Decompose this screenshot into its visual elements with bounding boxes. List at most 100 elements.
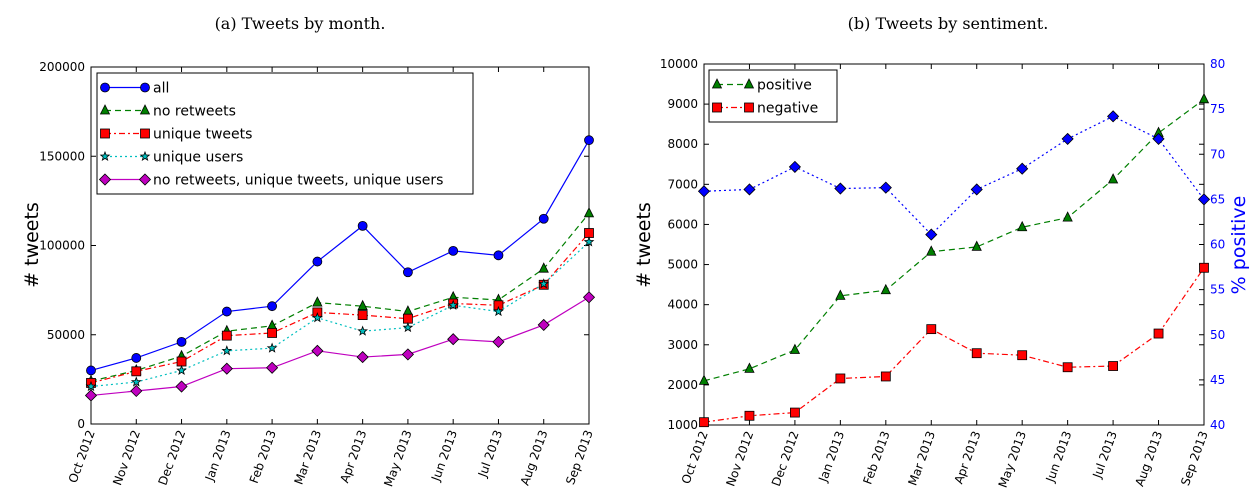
data-point — [447, 333, 460, 346]
y-right-tick-label: 60 — [1210, 238, 1225, 252]
data-point — [312, 256, 323, 267]
data-point — [356, 350, 369, 364]
data-point — [401, 348, 414, 361]
legend-marker — [140, 128, 150, 139]
y-tick-label: 7000 — [667, 177, 698, 191]
data-point — [584, 228, 594, 238]
legend-marker — [711, 78, 723, 89]
legend-label: unique users — [153, 150, 243, 166]
data-point — [537, 318, 550, 331]
legend — [708, 69, 838, 123]
x-tick-label: Jul 2013 — [475, 428, 505, 480]
data-point — [267, 328, 277, 338]
data-point — [220, 362, 233, 375]
legend-label: unique tweets — [153, 127, 252, 143]
data-point — [970, 183, 983, 196]
legend-label: no retweets — [153, 104, 236, 120]
data-point — [1062, 211, 1073, 222]
data-point — [221, 306, 232, 317]
y-right-tick-label: 80 — [1210, 57, 1225, 71]
legend-marker — [98, 173, 112, 186]
data-point — [130, 376, 142, 387]
y-tick-label: 5000 — [667, 258, 698, 272]
data-point — [879, 181, 892, 194]
legend — [96, 72, 474, 195]
data-point — [1016, 162, 1029, 175]
legend-label: positive — [757, 78, 812, 94]
y-right-tick-label: 45 — [1210, 373, 1225, 387]
legend-label: no retweets, unique tweets, unique users — [153, 173, 443, 189]
x-tick-label: Oct 2012 — [66, 428, 98, 485]
data-point — [926, 245, 937, 256]
legend-marker — [743, 78, 755, 89]
data-point — [789, 343, 801, 354]
y-right-tick-label: 50 — [1210, 328, 1225, 342]
chart-a-ylabel: # tweets — [21, 202, 43, 288]
data-point — [1199, 262, 1209, 273]
data-point — [880, 283, 891, 295]
y-tick-label: 1000 — [667, 418, 698, 432]
data-point — [357, 299, 368, 311]
data-point — [130, 384, 143, 398]
y-tick-label: 8000 — [667, 137, 698, 151]
y-right-tick-label: 75 — [1210, 102, 1225, 116]
series-line — [90, 232, 590, 384]
x-tick-label: Mar 2013 — [292, 428, 325, 486]
y-tick-label: 100000 — [39, 239, 85, 253]
y-right-tick-label: 70 — [1210, 147, 1225, 161]
data-point — [538, 278, 550, 289]
y-tick-label: 0 — [77, 417, 85, 431]
data-point — [835, 373, 846, 384]
data-point — [267, 301, 277, 312]
data-point — [84, 389, 98, 402]
data-point — [1062, 362, 1073, 373]
data-point — [311, 344, 324, 357]
data-point — [402, 305, 414, 316]
data-point — [699, 417, 709, 428]
data-point — [1108, 361, 1118, 371]
data-point — [86, 365, 96, 376]
y-tick-label: 10000 — [660, 57, 698, 71]
chart-b-ylabel-right: % positive — [1228, 196, 1249, 295]
data-point — [788, 160, 801, 173]
data-point — [175, 380, 188, 393]
x-tick-label: May 2013 — [996, 429, 1029, 489]
data-point — [1152, 132, 1165, 145]
data-point — [697, 185, 711, 198]
x-tick-label: Apr 2013 — [337, 428, 369, 485]
data-point — [835, 289, 846, 300]
series-line — [703, 115, 1205, 236]
series-line — [703, 98, 1205, 382]
data-point — [880, 371, 891, 382]
legend-label: negative — [757, 101, 818, 117]
data-point — [448, 245, 459, 256]
data-point — [403, 313, 413, 324]
y-right-tick-label: 55 — [1210, 283, 1225, 297]
x-tick-label: Nov 2012 — [110, 428, 143, 487]
legend-marker — [712, 102, 722, 113]
x-tick-label: Aug 2013 — [518, 428, 551, 487]
data-point — [312, 296, 323, 307]
series-line — [90, 212, 590, 382]
data-point — [176, 356, 187, 367]
data-point — [492, 335, 505, 348]
series-line — [703, 267, 1205, 423]
x-tick-label: Nov 2012 — [723, 429, 756, 488]
series-line — [90, 241, 590, 388]
data-point — [1061, 132, 1074, 145]
y-tick-label: 50000 — [47, 328, 85, 342]
data-point — [834, 182, 847, 195]
chart-b: 1000 2000 3000 4000 5000 6000 7000 8000 9000 1000… — [660, 57, 1225, 489]
data-point — [971, 240, 982, 251]
x-tick-label: Jun 2013 — [428, 428, 460, 484]
data-point — [790, 407, 800, 418]
data-point — [538, 262, 549, 273]
y-right-tick-label: 40 — [1210, 418, 1225, 432]
data-point — [1198, 92, 1210, 104]
data-point — [744, 362, 755, 373]
legend-marker — [139, 104, 151, 115]
y-tick-label: 2000 — [667, 378, 698, 392]
x-tick-label: May 2013 — [381, 428, 414, 488]
chart-b-title: (b) Tweets by sentiment. — [848, 14, 1049, 33]
data-point — [176, 336, 187, 347]
